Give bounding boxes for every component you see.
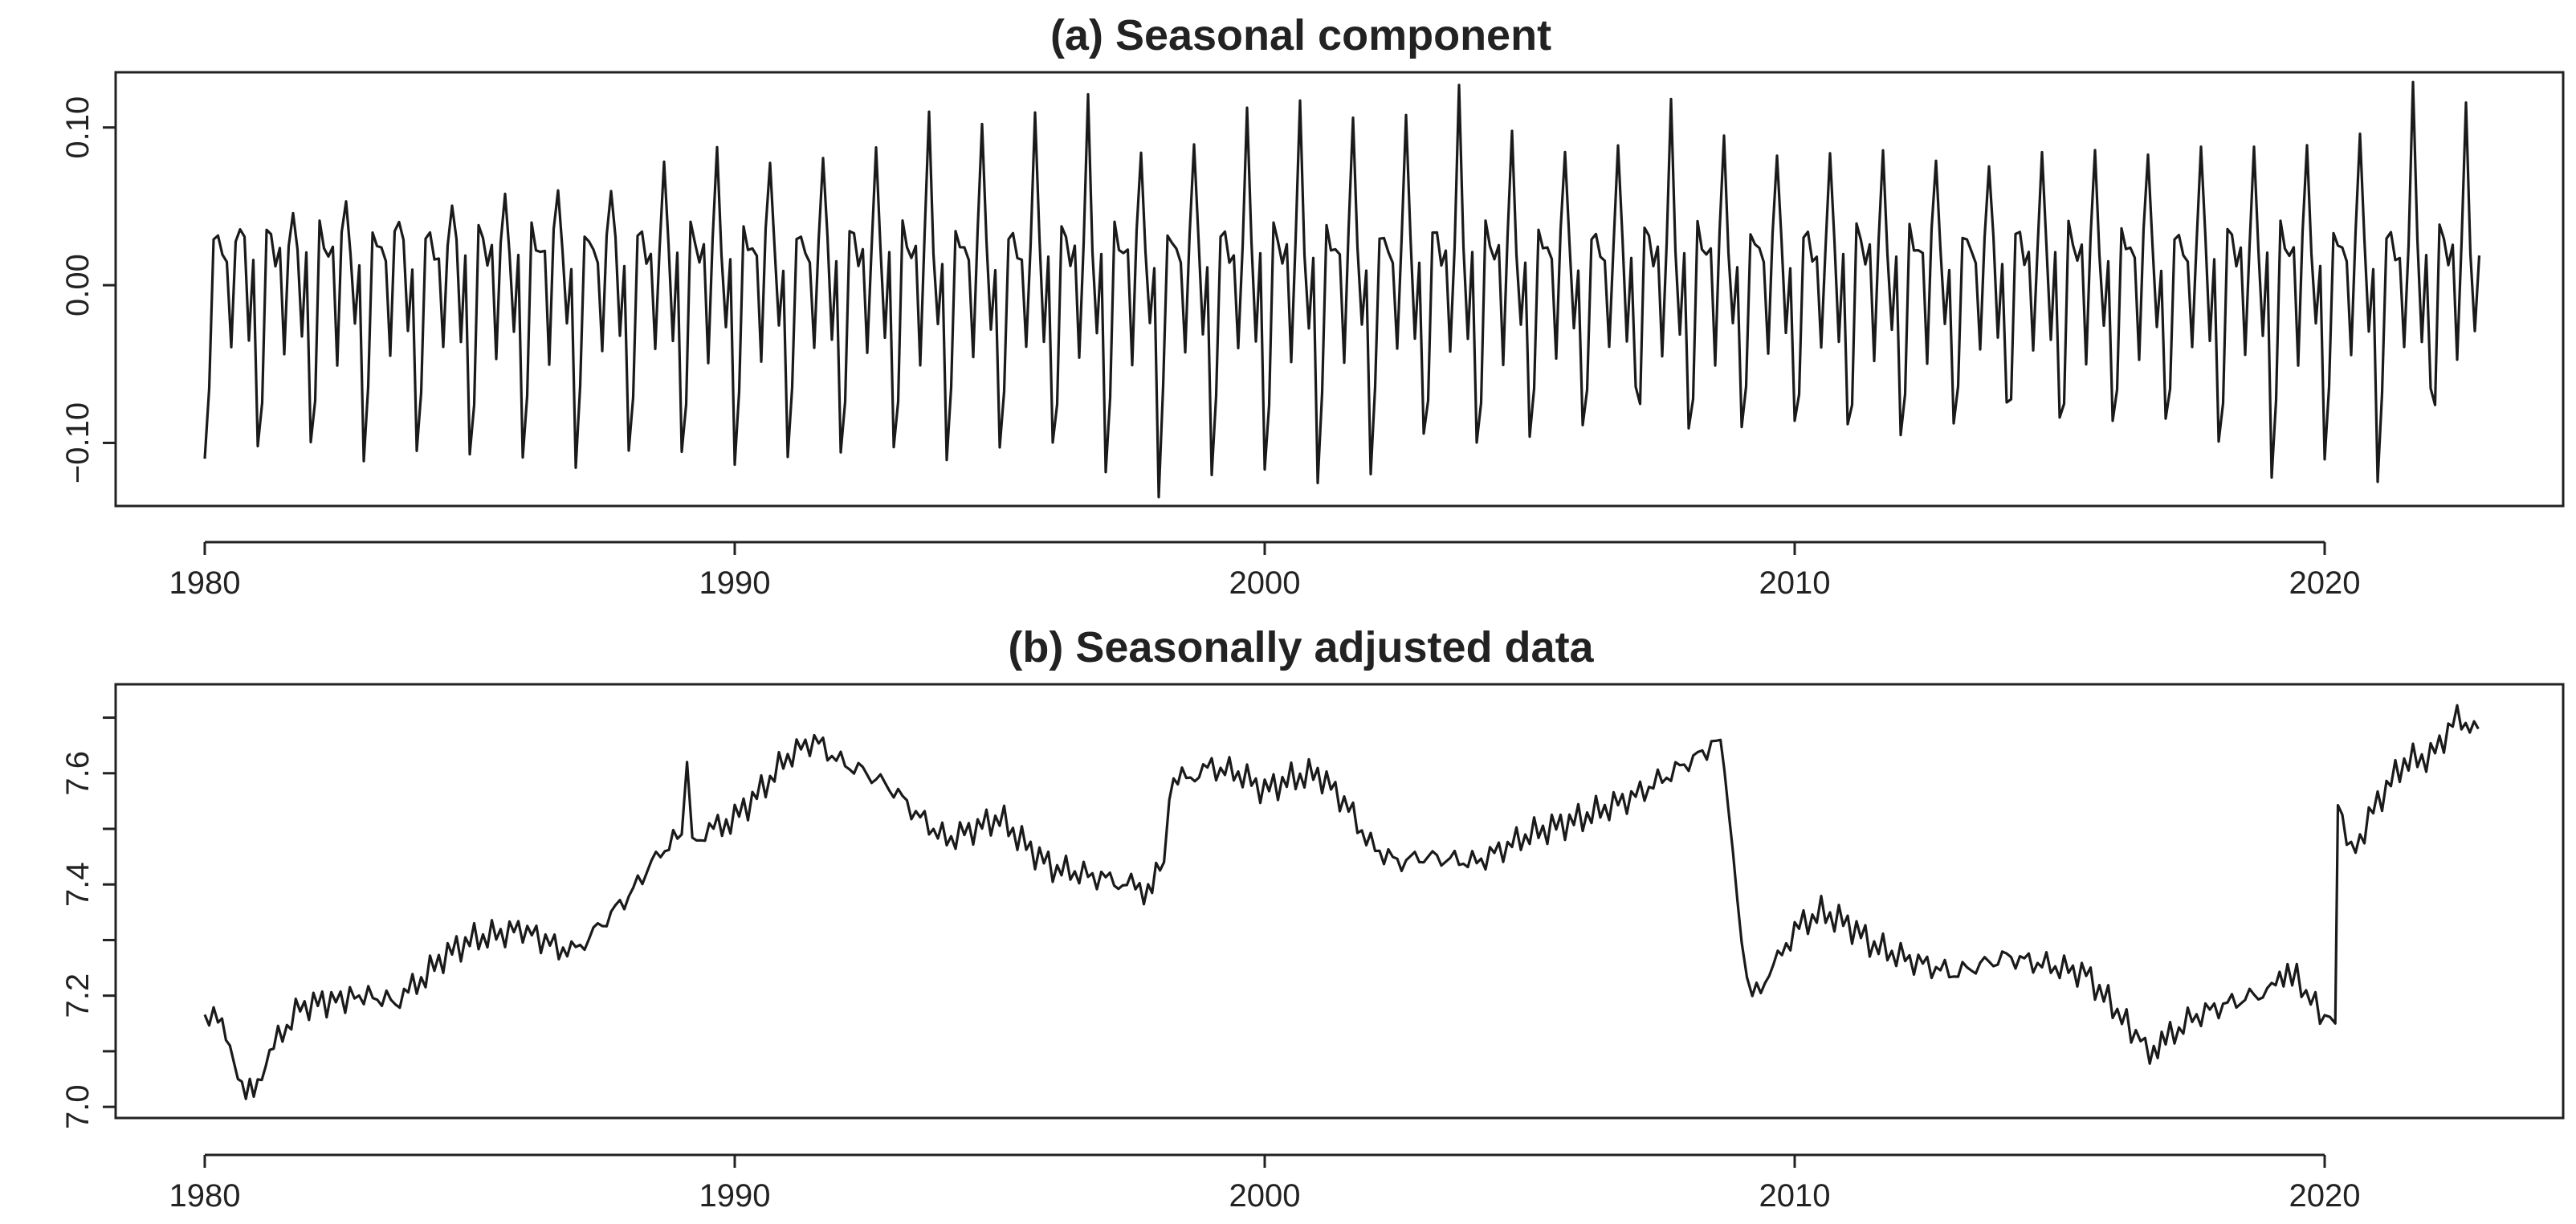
panel-a-plot-frame xyxy=(114,71,2565,508)
b-x-tick-label: 2010 xyxy=(1759,1178,1831,1214)
panel-b: (b) Seasonally adjusted data 1980 1990 200… xyxy=(60,623,2565,1214)
b-x-tick-label: 2020 xyxy=(2289,1178,2361,1214)
a-x-tick-label: 2020 xyxy=(2289,565,2361,601)
panel-b-plot-frame xyxy=(114,683,2565,1120)
a-y-tick-label: −0.10 xyxy=(60,402,96,483)
panel-b-title: (b) Seasonally adjusted data xyxy=(1008,623,1594,671)
a-x-tick-label: 2000 xyxy=(1229,565,1301,601)
b-x-tick-label: 1990 xyxy=(699,1178,771,1214)
b-y-tick-label: 7.4 xyxy=(60,862,96,907)
panel-a-y-axis: −0.10 0.00 0.10 xyxy=(60,96,117,483)
panel-b-x-axis: 1980 1990 2000 2010 2020 xyxy=(169,1153,2361,1214)
b-y-tick-label: 7.0 xyxy=(60,1084,96,1129)
panel-a-title: (a) Seasonal component xyxy=(1050,11,1551,59)
a-x-tick-label: 1980 xyxy=(169,565,241,601)
b-x-tick-label: 1980 xyxy=(169,1178,241,1214)
panel-b-y-axis: 7.0 7.2 7.4 7.6 xyxy=(60,716,117,1129)
panel-b-adjusted-series-line xyxy=(203,704,2480,1100)
a-x-tick-label: 1990 xyxy=(699,565,771,601)
b-y-tick-label: 7.2 xyxy=(60,973,96,1018)
a-y-tick-label: 0.00 xyxy=(60,254,96,316)
b-x-tick-label: 2000 xyxy=(1229,1178,1301,1214)
panel-a-seasonal-series-line xyxy=(203,80,2481,499)
a-x-tick-label: 2010 xyxy=(1759,565,1831,601)
panel-a: (a) Seasonal component 1980 1990 2000 2010 2… xyxy=(60,11,2565,601)
b-y-tick-label: 7.6 xyxy=(60,751,96,796)
panel-a-x-axis: 1980 1990 2000 2010 2020 xyxy=(169,541,2361,601)
a-y-tick-label: 0.10 xyxy=(60,96,96,159)
